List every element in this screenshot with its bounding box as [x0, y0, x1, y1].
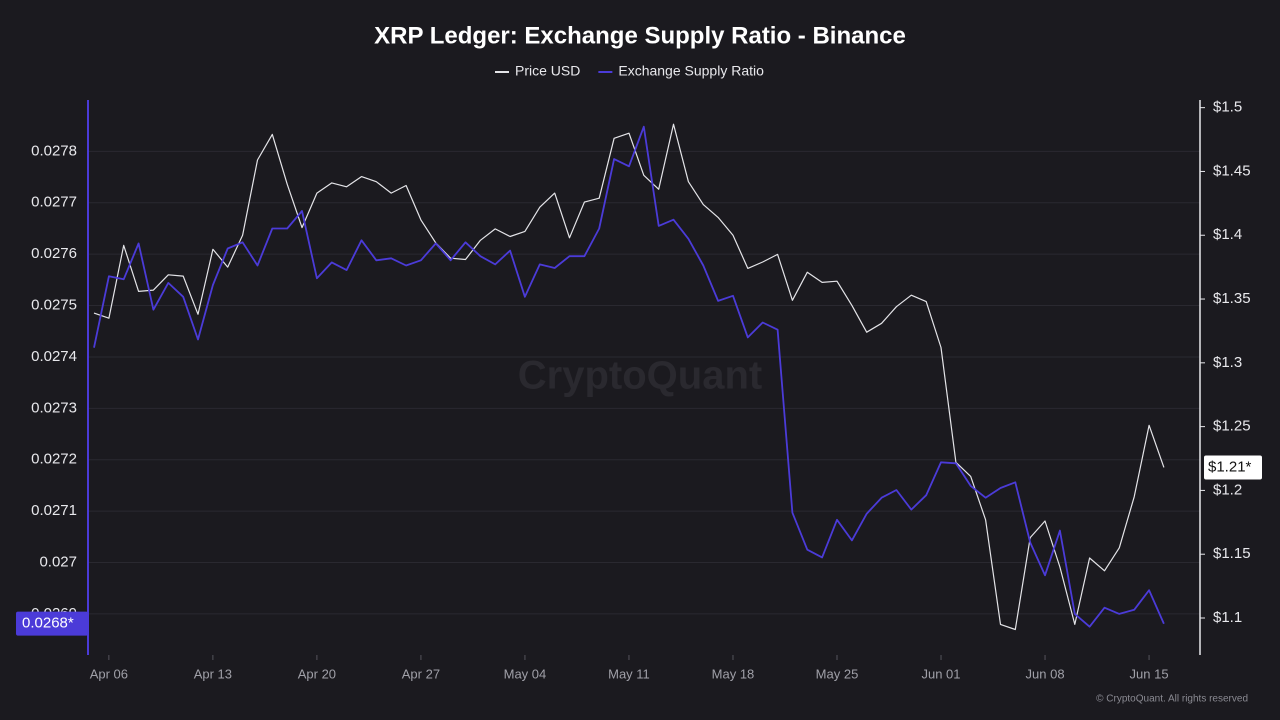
- y-tick-label: 0.0277: [31, 194, 77, 211]
- x-tick-label: Jun 01: [921, 666, 960, 681]
- y-tick-label: 0.0275: [31, 297, 77, 314]
- legend-label: Price USD: [515, 63, 580, 79]
- watermark: CryptoQuant: [518, 354, 762, 398]
- y2-tick-label: $1.15: [1213, 545, 1251, 562]
- x-tick-label: Apr 13: [194, 666, 232, 681]
- last-value-box: [16, 611, 88, 636]
- y2-tick-label: $1.45: [1213, 162, 1251, 179]
- series-line: [93, 123, 1165, 631]
- chart-title: XRP Ledger: Exchange Supply Ratio - Bina…: [374, 22, 906, 49]
- x-tick-label: May 25: [816, 666, 859, 681]
- y2-tick-label: $1.3: [1213, 354, 1242, 371]
- x-tick-label: Jun 08: [1026, 666, 1065, 681]
- legend-label: Exchange Supply Ratio: [618, 63, 764, 79]
- y2-tick-label: $1.1: [1213, 609, 1242, 626]
- y2-tick-label: $1.5: [1213, 99, 1242, 116]
- x-tick-label: May 04: [504, 666, 547, 681]
- y2-tick-label: $1.25: [1213, 418, 1251, 435]
- y-tick-label: 0.0271: [31, 502, 77, 519]
- x-tick-label: May 11: [608, 666, 650, 681]
- y-tick-label: 0.0272: [31, 451, 77, 468]
- x-tick-label: May 18: [712, 666, 755, 681]
- series-line: [93, 125, 1165, 628]
- y2-tick-label: $1.2: [1213, 481, 1242, 498]
- x-tick-label: Jun 15: [1130, 666, 1169, 681]
- x-tick-label: Apr 27: [402, 666, 440, 681]
- footer: © CryptoQuant. All rights reserved: [1096, 694, 1248, 705]
- y2-tick-label: $1.35: [1213, 290, 1251, 307]
- x-tick-label: Apr 06: [90, 666, 128, 681]
- legend: Price USD Exchange Supply Ratio: [495, 63, 764, 79]
- x-tick-label: Apr 20: [298, 666, 336, 681]
- y-tick-label: 0.0278: [31, 142, 77, 159]
- last-value-box: [1204, 455, 1262, 480]
- y-tick-label: 0.0274: [31, 348, 77, 365]
- last-value-label: $1.21*: [1208, 458, 1252, 475]
- y-tick-label: 0.0276: [31, 245, 77, 262]
- y-tick-label: 0.027: [39, 553, 77, 570]
- y-tick-label: 0.0273: [31, 399, 77, 416]
- last-value-label: 0.0268*: [22, 615, 74, 632]
- y2-tick-label: $1.4: [1213, 226, 1242, 243]
